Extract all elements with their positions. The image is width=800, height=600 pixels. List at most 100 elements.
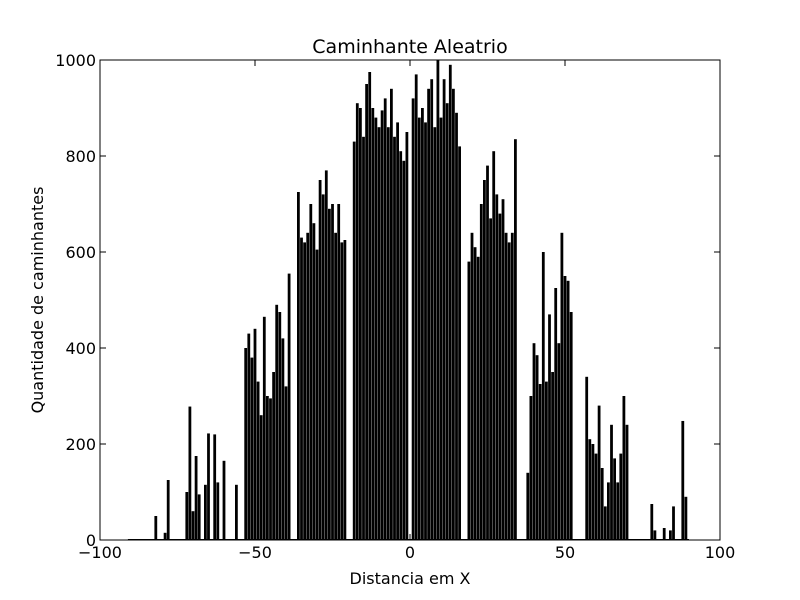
bar bbox=[262, 316, 266, 540]
bar bbox=[594, 453, 598, 540]
bar bbox=[588, 439, 592, 540]
bar bbox=[315, 249, 319, 540]
bar bbox=[445, 103, 449, 540]
bar bbox=[297, 192, 300, 540]
bar bbox=[684, 496, 688, 540]
bar bbox=[504, 232, 508, 541]
x-tick-label: 0 bbox=[405, 543, 415, 562]
bar bbox=[328, 208, 331, 541]
bar bbox=[501, 199, 505, 540]
bar bbox=[244, 348, 248, 540]
bar bbox=[368, 72, 372, 540]
bar bbox=[287, 273, 291, 540]
bar bbox=[424, 122, 427, 541]
bar bbox=[492, 151, 496, 540]
bar bbox=[352, 141, 356, 540]
bar bbox=[272, 372, 275, 540]
bar bbox=[669, 530, 672, 540]
bar bbox=[300, 237, 303, 540]
bar bbox=[402, 160, 406, 541]
bar bbox=[597, 405, 601, 540]
bar bbox=[479, 204, 483, 540]
bar bbox=[672, 506, 675, 540]
bar bbox=[197, 494, 201, 540]
bar bbox=[411, 98, 415, 541]
bar bbox=[166, 480, 170, 540]
bar bbox=[405, 132, 409, 540]
bar bbox=[194, 456, 198, 540]
bar bbox=[526, 472, 530, 540]
bar bbox=[380, 110, 384, 541]
bar bbox=[560, 232, 564, 541]
bar bbox=[510, 232, 514, 541]
bar bbox=[204, 484, 207, 540]
bar bbox=[269, 398, 272, 540]
bar bbox=[393, 136, 396, 541]
y-tick-label: 400 bbox=[65, 339, 96, 358]
bar bbox=[541, 252, 545, 540]
bar bbox=[548, 314, 551, 540]
x-tick-label: 50 bbox=[555, 543, 575, 562]
bar bbox=[551, 372, 554, 540]
bar bbox=[163, 532, 167, 540]
bar bbox=[281, 338, 285, 540]
bar bbox=[591, 444, 595, 540]
bar bbox=[185, 492, 189, 540]
bar bbox=[275, 304, 279, 540]
bar bbox=[452, 88, 455, 541]
bar bbox=[377, 127, 381, 540]
bar bbox=[309, 204, 313, 540]
bar bbox=[458, 146, 461, 540]
bar bbox=[532, 343, 536, 540]
bar bbox=[610, 424, 613, 540]
bar bbox=[600, 468, 604, 540]
bars-group bbox=[127, 60, 689, 541]
bar bbox=[216, 482, 220, 540]
bar bbox=[514, 139, 517, 540]
bar bbox=[545, 381, 548, 540]
bar bbox=[374, 117, 378, 540]
bar bbox=[321, 194, 325, 540]
bar bbox=[371, 108, 375, 540]
bar bbox=[535, 355, 539, 540]
bar bbox=[439, 117, 443, 540]
x-tick-label: 100 bbox=[705, 543, 736, 562]
y-tick-label: 800 bbox=[65, 147, 96, 166]
y-tick-label: 1000 bbox=[55, 51, 96, 70]
bar bbox=[312, 223, 316, 540]
bar bbox=[365, 84, 368, 540]
bar bbox=[303, 242, 306, 540]
bar bbox=[399, 151, 403, 540]
bar bbox=[340, 242, 344, 540]
bar bbox=[362, 136, 365, 541]
y-tick-label: 600 bbox=[65, 243, 96, 262]
bar bbox=[622, 396, 626, 540]
bar bbox=[619, 453, 623, 540]
bar bbox=[250, 357, 254, 540]
bar bbox=[607, 482, 610, 540]
bar bbox=[483, 180, 486, 540]
bar bbox=[421, 108, 424, 540]
bar bbox=[207, 433, 210, 540]
bar bbox=[486, 165, 489, 540]
bar bbox=[495, 194, 499, 540]
bar bbox=[414, 74, 418, 541]
chart-title: Caminhante Aleatrio bbox=[312, 36, 507, 58]
bar bbox=[585, 376, 589, 540]
bar bbox=[442, 79, 446, 540]
bar bbox=[681, 420, 685, 540]
bar bbox=[616, 482, 620, 540]
bar bbox=[355, 103, 359, 540]
bar bbox=[603, 506, 607, 540]
bar bbox=[154, 516, 158, 540]
bar bbox=[188, 406, 192, 540]
plot-frame bbox=[99, 59, 721, 541]
bar bbox=[253, 328, 257, 540]
bar bbox=[650, 504, 654, 540]
bar bbox=[653, 530, 657, 540]
y-tick-label: 0 bbox=[86, 531, 96, 550]
bar bbox=[278, 312, 282, 540]
bar bbox=[331, 204, 334, 540]
bar bbox=[563, 276, 567, 540]
